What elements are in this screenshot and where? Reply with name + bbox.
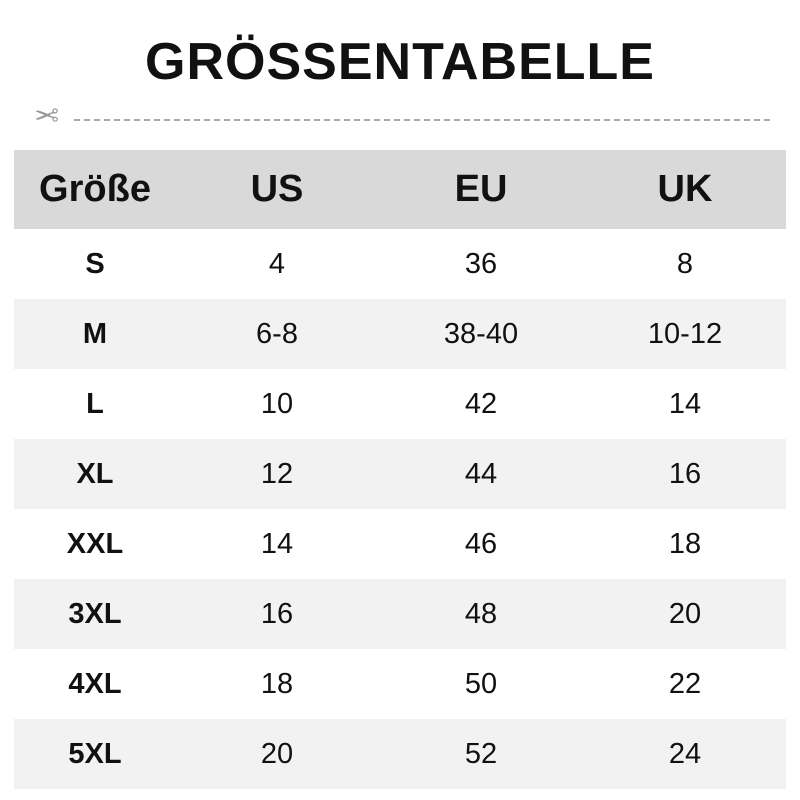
table-row: S 4 36 8 (14, 229, 786, 299)
cell-us: 20 (176, 719, 378, 789)
cell-us: 4 (268, 247, 286, 280)
table-row: XL 12 44 16 (14, 439, 786, 509)
page-title: GRÖSSENTABELLE (145, 33, 655, 91)
table-row: XXL 14 46 18 (14, 509, 786, 579)
cell-eu: 50 (464, 667, 498, 700)
cell-eu: 46 (464, 527, 498, 560)
cell-uk: 8 (676, 247, 694, 280)
cell-eu: 52 (378, 719, 584, 789)
cell-eu: 36 (464, 247, 498, 280)
table-row: M 6-8 38-40 10-12 (14, 299, 786, 369)
cell-us: 6-8 (176, 299, 378, 369)
cell-uk: 24 (584, 719, 786, 789)
cell-size: L (86, 387, 104, 420)
cell-size: M (14, 299, 176, 369)
table-header-row: Größe US EU UK (14, 150, 786, 229)
cell-uk: 16 (584, 439, 786, 509)
cell-uk: 10-12 (584, 299, 786, 369)
header-eu: EU (378, 150, 584, 229)
cell-us: 10 (260, 387, 294, 420)
cell-us: 14 (260, 527, 294, 560)
cell-size: 5XL (14, 719, 176, 789)
cell-us: 12 (176, 439, 378, 509)
cell-eu: 48 (378, 579, 584, 649)
cell-us: 18 (260, 667, 294, 700)
cell-size: XL (14, 439, 176, 509)
cell-eu: 42 (464, 387, 498, 420)
dashed-divider (74, 119, 770, 121)
cell-uk: 18 (668, 527, 702, 560)
header-uk: UK (584, 150, 786, 229)
cell-eu: 44 (378, 439, 584, 509)
cut-line: ✂ (34, 100, 770, 133)
header-size: Größe (14, 150, 176, 229)
cell-uk: 14 (668, 387, 702, 420)
cell-us: 16 (176, 579, 378, 649)
cell-uk: 20 (584, 579, 786, 649)
cell-size: 4XL (68, 667, 122, 700)
table-row: L 10 42 14 (14, 369, 786, 439)
header-us: US (176, 150, 378, 229)
table-row: 5XL 20 52 24 (14, 719, 786, 789)
cell-uk: 22 (668, 667, 702, 700)
cell-size: S (85, 247, 105, 280)
table-row: 4XL 18 50 22 (14, 649, 786, 719)
scissors-icon: ✂ (34, 100, 60, 133)
cell-size: XXL (66, 527, 124, 560)
table-row: 3XL 16 48 20 (14, 579, 786, 649)
cell-size: 3XL (14, 579, 176, 649)
cell-eu: 38-40 (378, 299, 584, 369)
size-table: Größe US EU UK S 4 36 8 M 6-8 38-40 10-12 L 10 42 1… (14, 150, 786, 789)
